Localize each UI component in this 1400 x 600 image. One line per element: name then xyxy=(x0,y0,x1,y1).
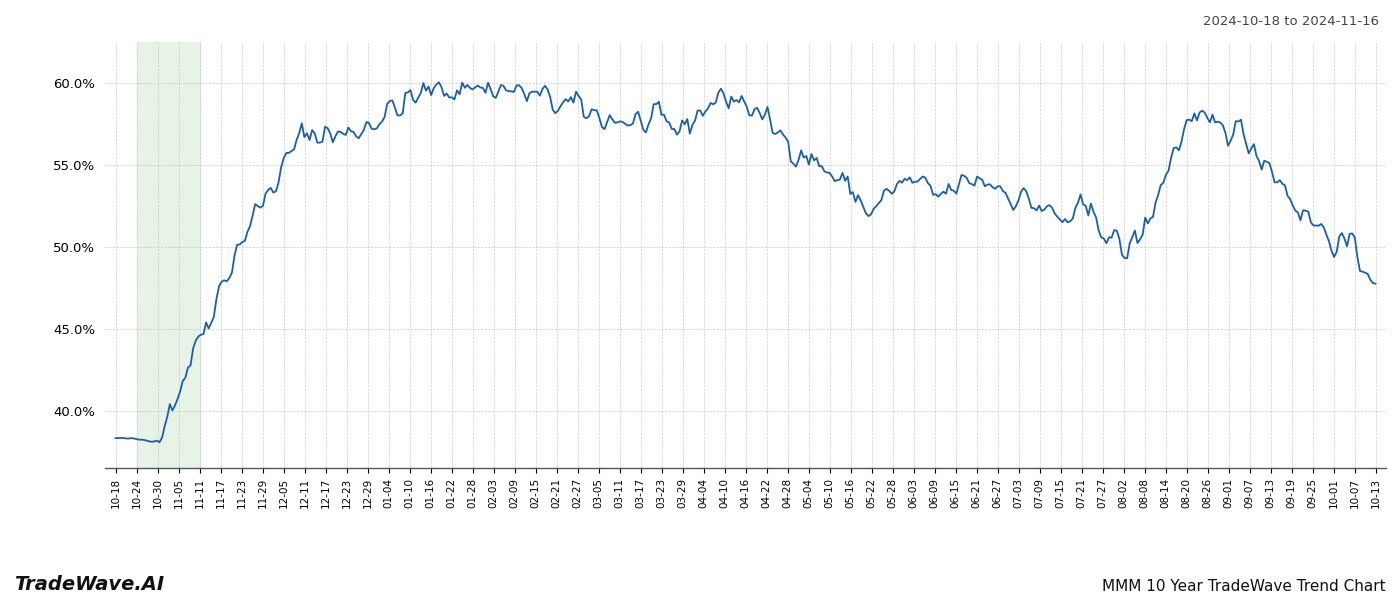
Bar xyxy=(137,42,199,468)
Text: TradeWave.AI: TradeWave.AI xyxy=(14,575,164,594)
Text: MMM 10 Year TradeWave Trend Chart: MMM 10 Year TradeWave Trend Chart xyxy=(1102,579,1386,594)
Text: 2024-10-18 to 2024-11-16: 2024-10-18 to 2024-11-16 xyxy=(1203,15,1379,28)
